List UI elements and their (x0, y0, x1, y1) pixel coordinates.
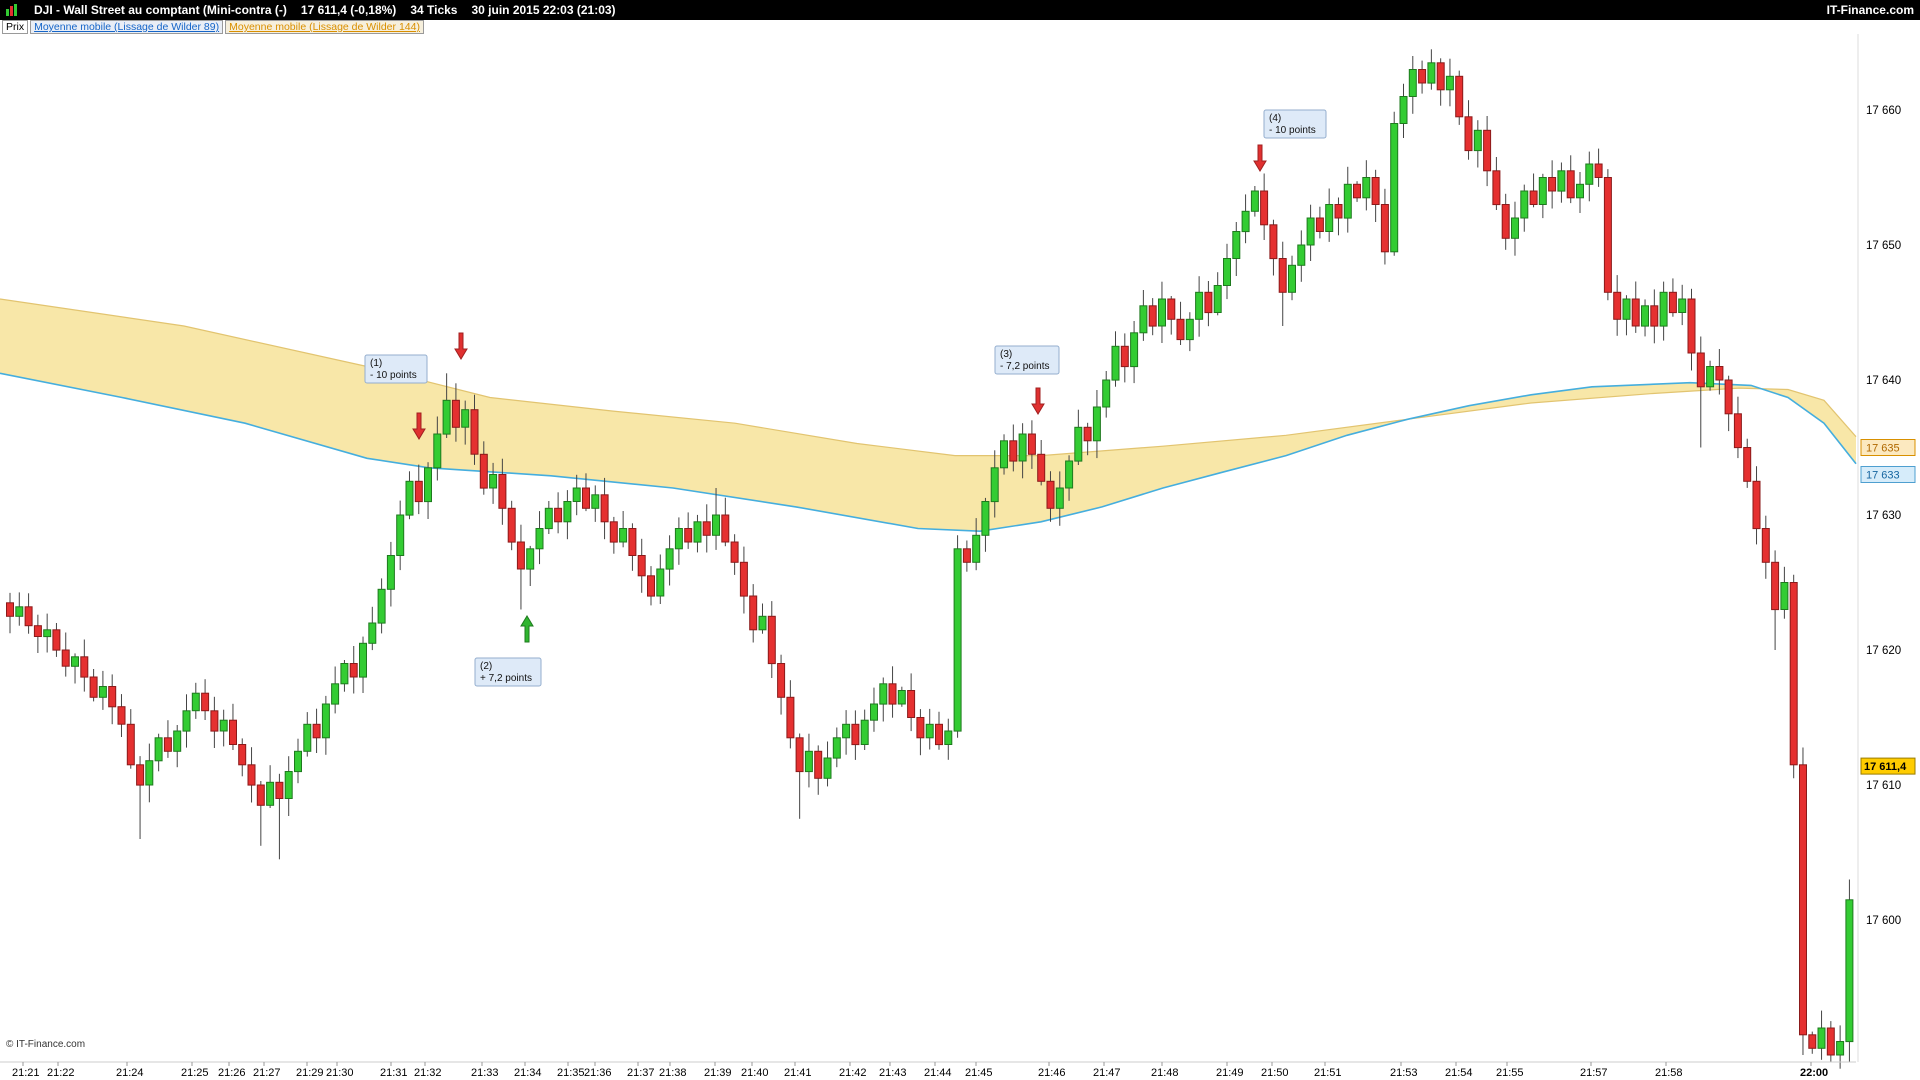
svg-text:17 660: 17 660 (1866, 105, 1901, 117)
svg-text:17 600: 17 600 (1866, 915, 1901, 927)
svg-text:17 633: 17 633 (1866, 470, 1900, 482)
svg-text:17 620: 17 620 (1866, 645, 1901, 657)
svg-text:21:39: 21:39 (704, 1067, 732, 1079)
svg-text:21:37: 21:37 (627, 1067, 655, 1079)
svg-text:21:54: 21:54 (1445, 1067, 1473, 1079)
svg-text:+ 7,2 points: + 7,2 points (480, 673, 532, 684)
copyright-label: © IT-Finance.com (6, 1039, 86, 1050)
svg-text:21:25: 21:25 (181, 1067, 209, 1079)
svg-text:21:35: 21:35 (557, 1067, 585, 1079)
svg-text:21:47: 21:47 (1093, 1067, 1121, 1079)
svg-text:21:32: 21:32 (414, 1067, 442, 1079)
svg-text:- 7,2 points: - 7,2 points (1000, 361, 1049, 372)
last-price-and-change: 17 611,4 (-0,18%) (300, 3, 397, 17)
svg-text:17 630: 17 630 (1866, 510, 1901, 522)
svg-text:21:29: 21:29 (296, 1067, 324, 1079)
svg-text:- 10 points: - 10 points (1269, 125, 1316, 136)
svg-text:(4): (4) (1269, 113, 1281, 124)
ma144-line (0, 298, 1857, 457)
svg-text:21:40: 21:40 (741, 1067, 769, 1079)
annotation-box: (2)+ 7,2 points (474, 657, 542, 687)
price-axis: 17 660 17 650 17 640 17 630 17 620 17 610 17 6… (1857, 34, 1916, 1062)
annotation-box: (3)- 7,2 points (994, 345, 1060, 375)
svg-text:21:57: 21:57 (1580, 1067, 1608, 1079)
svg-text:21:43: 21:43 (879, 1067, 907, 1079)
svg-text:21:50: 21:50 (1261, 1067, 1289, 1079)
svg-text:21:49: 21:49 (1216, 1067, 1244, 1079)
svg-text:21:51: 21:51 (1314, 1067, 1342, 1079)
sell-signal-arrow-icon (454, 332, 468, 360)
svg-text:21:34: 21:34 (514, 1067, 542, 1079)
svg-text:21:24: 21:24 (116, 1067, 144, 1079)
svg-text:(3): (3) (1000, 349, 1012, 360)
app-icon (6, 4, 20, 16)
instrument-title: DJI - Wall Street au comptant (Mini-cont… (34, 3, 287, 17)
svg-text:21:33: 21:33 (471, 1067, 499, 1079)
svg-text:21:27: 21:27 (253, 1067, 281, 1079)
sell-signal-arrow-icon (1031, 387, 1045, 415)
svg-text:21:45: 21:45 (965, 1067, 993, 1079)
svg-text:21:21: 21:21 (12, 1067, 40, 1079)
svg-text:21:53: 21:53 (1390, 1067, 1418, 1079)
ma89-axis-label (1860, 466, 1916, 483)
svg-text:17 650: 17 650 (1866, 240, 1901, 252)
svg-text:21:42: 21:42 (839, 1067, 867, 1079)
interval-label: 34 Ticks (410, 3, 458, 17)
svg-text:17 635: 17 635 (1866, 443, 1900, 455)
svg-text:21:38: 21:38 (659, 1067, 687, 1079)
svg-text:(1): (1) (370, 358, 382, 369)
ma144-legend[interactable]: Moyenne mobile (Lissage de Wilder 144) (225, 20, 424, 34)
price-chart-canvas[interactable]: (1)- 10 points(2)+ 7,2 points(3)- 7,2 po… (0, 34, 1920, 1080)
sell-signal-arrow-icon (1253, 144, 1267, 172)
svg-text:21:26: 21:26 (218, 1067, 246, 1079)
brand-label: IT-Finance.com (1826, 3, 1914, 17)
annotation-box: (4)- 10 points (1263, 109, 1327, 139)
buy-signal-arrow-icon (520, 615, 534, 643)
svg-text:21:58: 21:58 (1655, 1067, 1683, 1079)
svg-text:21:36: 21:36 (584, 1067, 612, 1079)
svg-text:21:31: 21:31 (380, 1067, 408, 1079)
svg-text:17 611,4: 17 611,4 (1864, 761, 1907, 773)
svg-text:21:41: 21:41 (784, 1067, 812, 1079)
chart-area: (1) - 10 points (2) + 7,2 points (3) - 7,2 po… (0, 34, 1920, 1080)
svg-text:21:46: 21:46 (1038, 1067, 1066, 1079)
datetime-label: 30 juin 2015 22:03 (21:03) (471, 3, 616, 17)
candles-layer (6, 49, 1854, 1069)
svg-text:21:22: 21:22 (47, 1067, 75, 1079)
svg-text:22:00: 22:00 (1800, 1067, 1828, 1079)
svg-text:21:55: 21:55 (1496, 1067, 1524, 1079)
svg-text:17 640: 17 640 (1866, 375, 1901, 387)
ma89-legend[interactable]: Moyenne mobile (Lissage de Wilder 89) (30, 20, 224, 34)
time-axis: 21:21 21:22 21:24 21:25 21:26 21:27 21:29 21:30… (0, 1061, 1856, 1079)
svg-text:- 10 points: - 10 points (370, 370, 417, 381)
svg-text:21:44: 21:44 (924, 1067, 952, 1079)
svg-text:21:48: 21:48 (1151, 1067, 1179, 1079)
ma-band (0, 298, 1857, 533)
svg-text:(2): (2) (480, 661, 492, 672)
sell-signal-arrow-icon (412, 412, 426, 440)
annotation-box: (1)- 10 points (364, 354, 428, 384)
title-bar: DJI - Wall Street au comptant (Mini-cont… (0, 0, 1920, 20)
last-price-axis-label (1860, 757, 1916, 775)
svg-text:17 610: 17 610 (1866, 780, 1901, 792)
price-legend[interactable]: Prix (2, 20, 29, 34)
ma144-axis-label (1860, 439, 1916, 456)
legend-bar: Prix Moyenne mobile (Lissage de Wilder 8… (0, 20, 1920, 34)
svg-text:21:30: 21:30 (326, 1067, 354, 1079)
